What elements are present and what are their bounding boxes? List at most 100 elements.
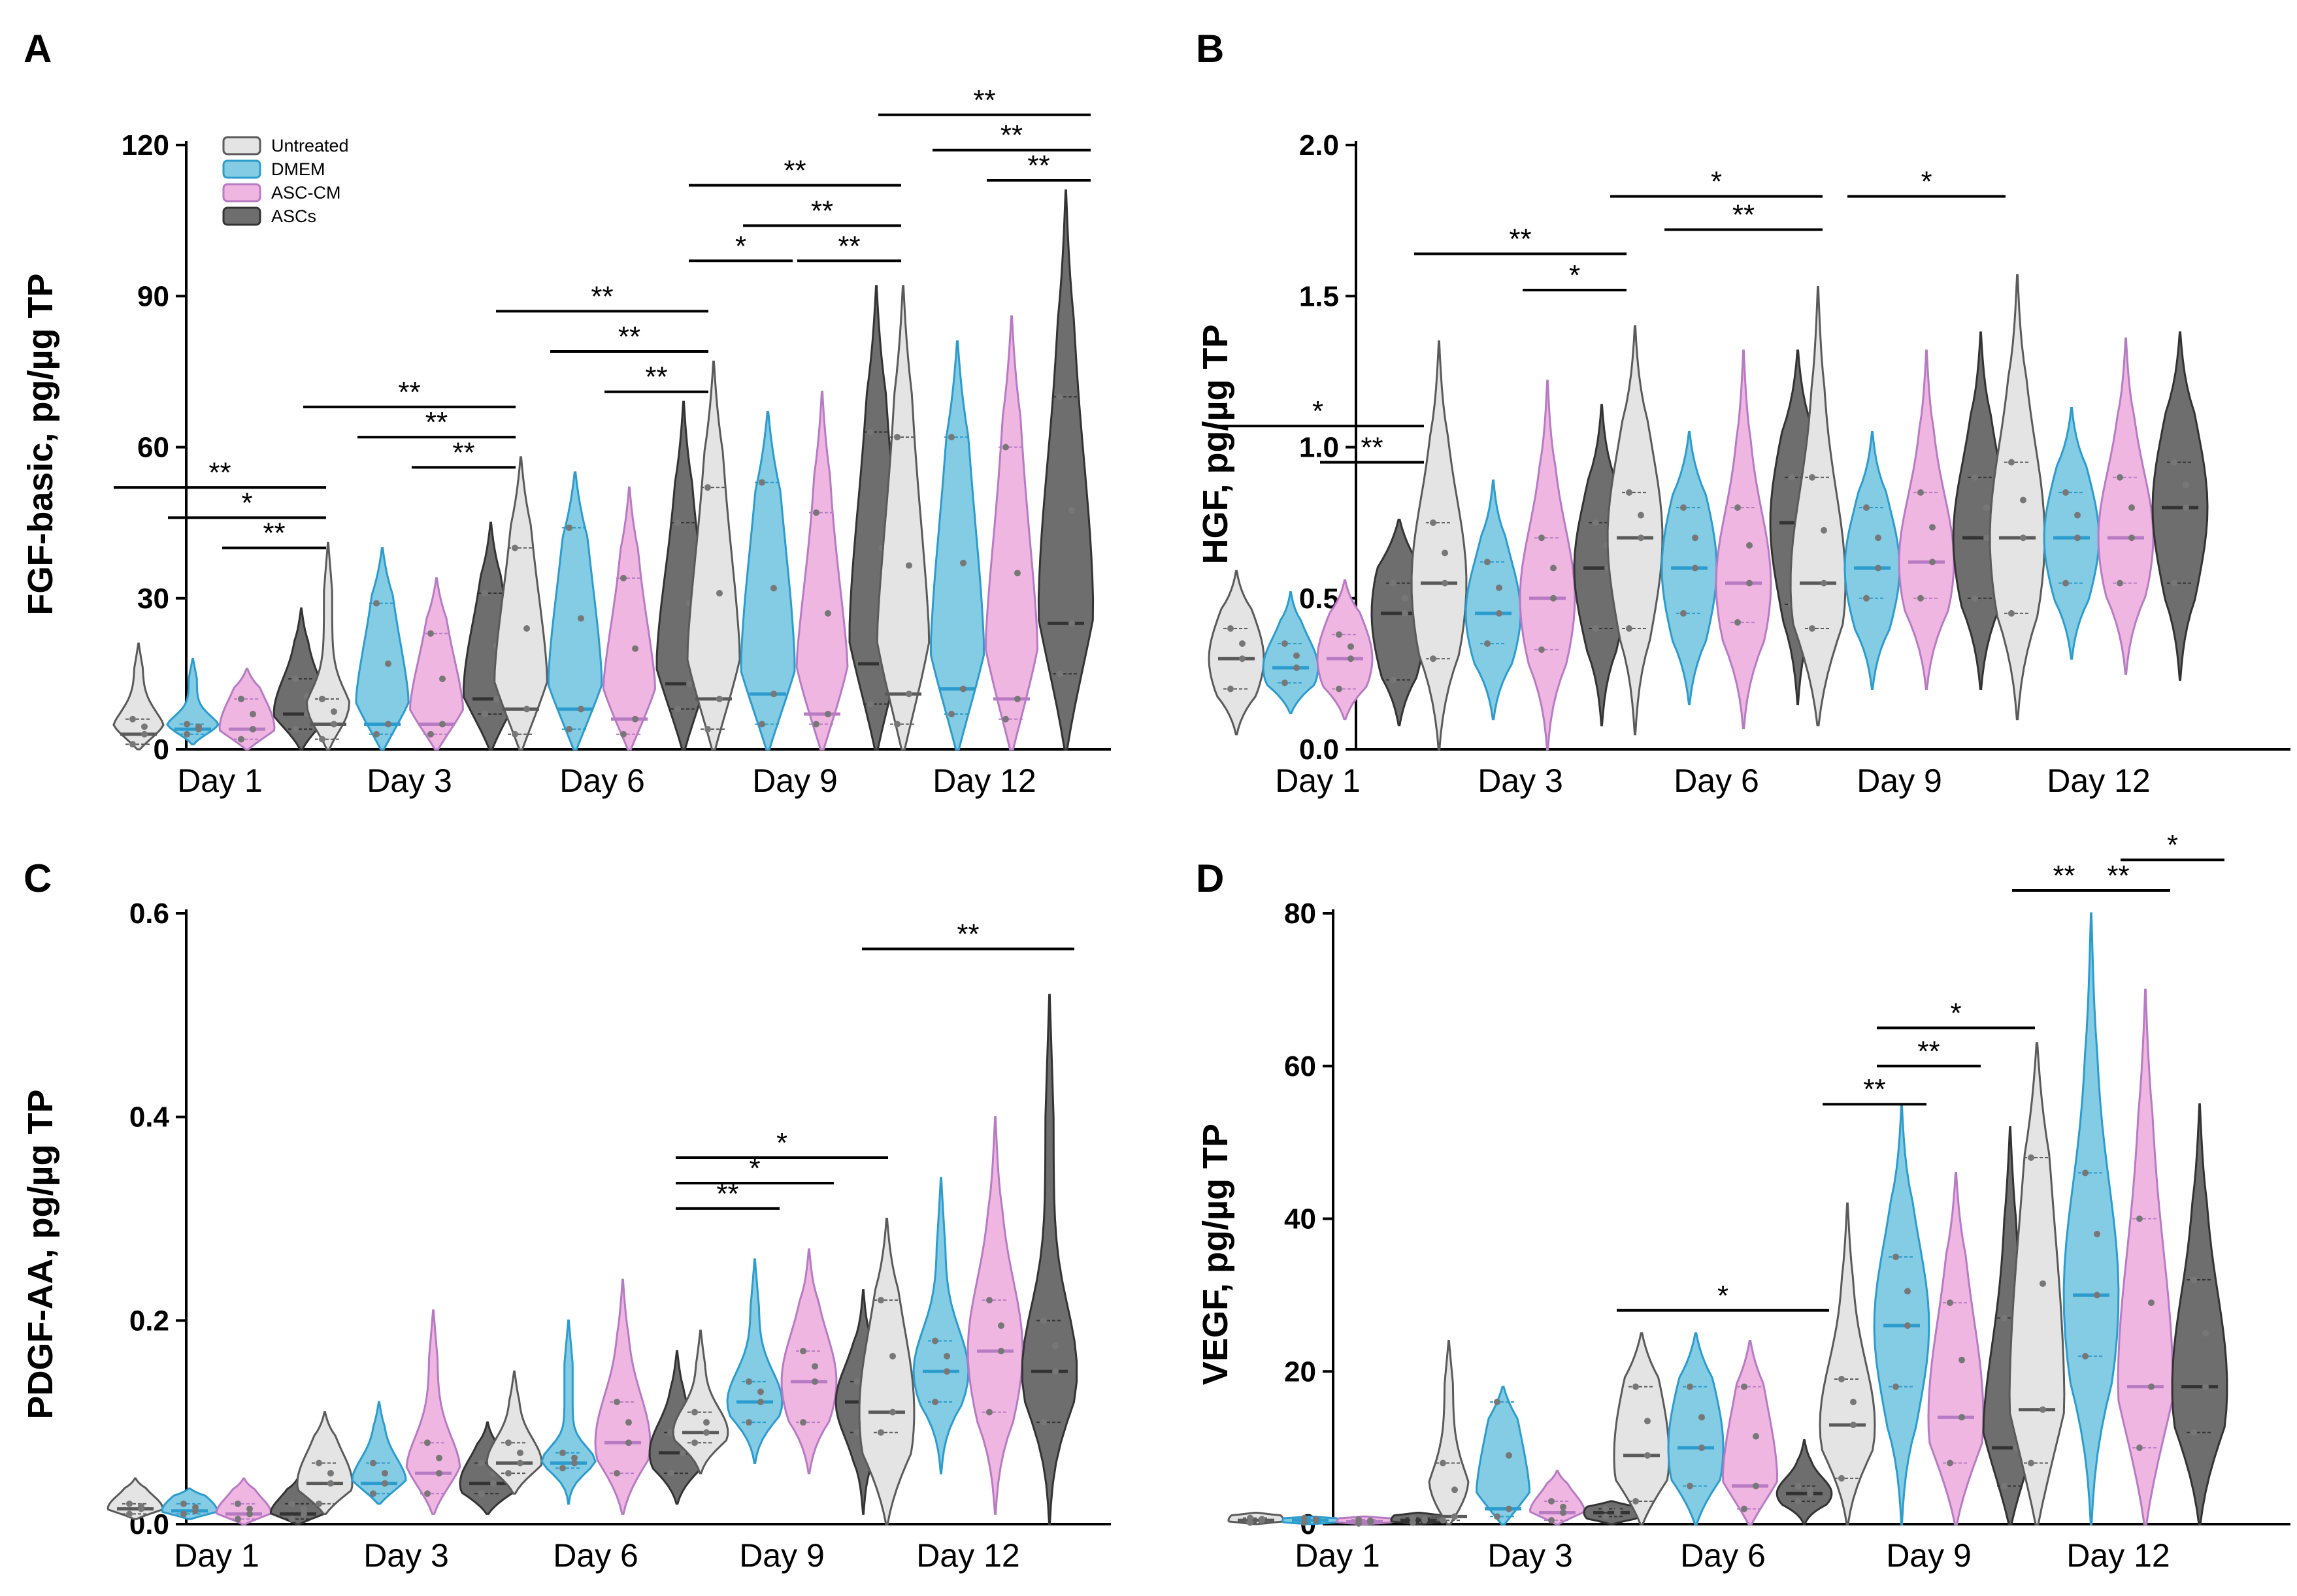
data-point [1293,664,1300,672]
violin-dmem [912,1177,970,1474]
data-point [1494,1513,1500,1520]
data-point [1402,610,1408,617]
violin-untreated [1989,274,2046,721]
violin-asc-cm [594,1278,652,1515]
data-point [1929,559,1936,566]
data-point [2148,1299,2155,1307]
data-point [1734,504,1741,511]
x-tick-label: Day 1 [1275,762,1361,799]
violin-dmem [547,471,603,751]
data-point [1402,594,1408,602]
data-point [1838,1474,1845,1482]
data-point [770,585,777,592]
data-point [2028,1459,2034,1467]
data-point [1593,625,1599,632]
data-point [906,562,912,569]
significance-label: * [735,230,746,262]
data-point [1809,474,1815,481]
data-point [625,1419,632,1426]
violin-untreated [2008,1042,2066,1525]
x-tick-label: Day 6 [1680,1537,1766,1574]
x-tick-label: Day 9 [739,1537,825,1574]
data-point [1602,1513,1609,1520]
data-point [632,645,638,652]
data-point [1040,1419,1047,1426]
y-axis-label: PDGF-AA, pg/µg TP [21,1089,60,1419]
data-point [1247,1519,1253,1526]
data-point [867,700,874,708]
y-tick-label: 1.0 [1299,432,1339,464]
significance-label: ** [716,1178,738,1210]
violin-untreated [1410,340,1468,751]
data-point [1809,625,1815,632]
significance-label: ** [1732,199,1755,231]
legend-label: ASCs [271,206,316,226]
data-point [373,600,380,607]
data-point [1550,594,1557,602]
data-point [1421,1516,1428,1523]
data-point [944,1352,950,1360]
data-point [770,691,777,698]
data-point [327,1480,334,1487]
data-point [1560,1509,1566,1516]
x-tick-label: Day 1 [177,762,263,799]
data-point [292,676,299,683]
data-point [1410,1519,1416,1526]
data-point [1947,1299,1953,1307]
data-point [716,695,723,702]
significance-label: * [776,1127,787,1159]
data-point [1293,652,1300,659]
data-point [998,1348,1004,1355]
violin-dmem [726,1258,784,1464]
violin-asc-cm [2117,988,2174,1525]
data-point [825,711,831,718]
data-point [1958,1356,1965,1363]
violin-asc-cm [409,577,464,751]
violin-untreated [1428,1340,1470,1525]
data-point [691,1439,698,1446]
data-point [686,680,693,687]
violin-asc-cm [780,1248,838,1474]
violin-untreated [493,456,548,751]
data-point [1550,564,1557,572]
data-point [1875,534,1881,542]
significance-label: ** [645,361,667,393]
data-point [1014,695,1021,702]
data-point [427,730,434,738]
violin-asc-cm [1529,1469,1586,1525]
data-point [238,736,244,743]
data-point [2028,1154,2034,1161]
legend-swatch [222,183,261,203]
data-point [1614,1507,1621,1514]
violin-ascs [1776,1439,1833,1525]
data-point [1451,1486,1458,1493]
data-point [703,1429,710,1436]
data-point [1807,1486,1813,1493]
data-point [385,721,391,728]
data-point [998,1322,1004,1329]
data-point [674,519,681,527]
violin-asc-cm [602,486,657,751]
data-point [854,1378,861,1385]
data-point [1430,655,1436,662]
data-point [1929,524,1936,531]
data-point [1789,474,1795,481]
data-point [1632,1497,1639,1505]
significance-label: * [2167,829,2178,861]
data-point [238,695,244,702]
data-point [1068,506,1075,513]
data-point [566,726,572,733]
data-point [1746,579,1753,587]
significance-label: ** [452,436,474,468]
data-point [620,574,627,581]
y-axis-label: VEGF, pg/µg TP [1196,1124,1235,1385]
y-tick-label: 80 [1284,898,1316,930]
data-point [578,615,584,622]
x-tick-label: Day 3 [1478,762,1563,799]
panel-letter: C [24,856,52,900]
data-point [757,1388,764,1395]
violin-asc-cm [405,1309,461,1515]
data-point [948,711,955,718]
data-point [704,484,711,491]
data-point [703,1419,710,1426]
